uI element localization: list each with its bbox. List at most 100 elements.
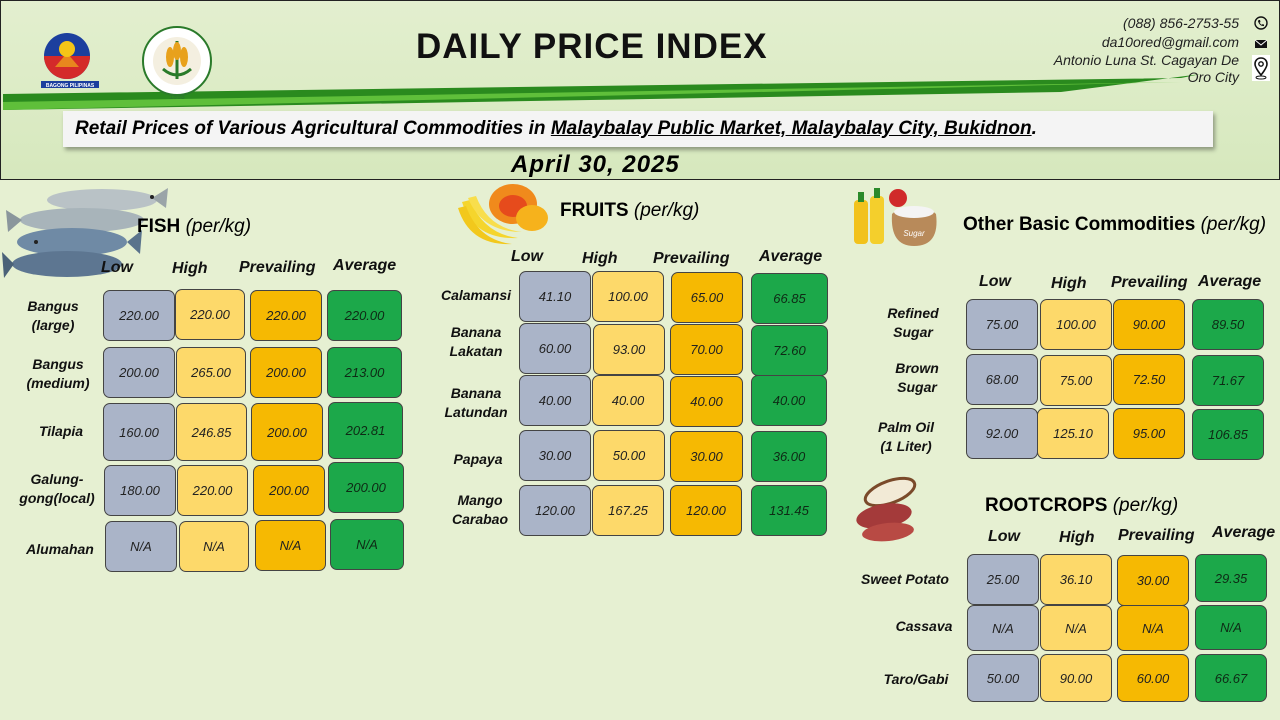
banner-location: Malaybalay Public Market, Malaybalay Cit…: [550, 118, 1032, 139]
fish-row-label: Bangus (medium): [14, 355, 102, 393]
fruits-prev-cell: 30.00: [670, 431, 743, 482]
rootcrops-row-label-line1: Cassava: [895, 618, 953, 634]
rootcrops-prev-cell: 60.00: [1117, 654, 1189, 702]
fish-row-label-line1: Galung-: [30, 471, 84, 487]
svg-text:Sugar: Sugar: [903, 229, 925, 238]
fish-section-title: FISH (per/kg): [137, 216, 251, 238]
contact-phone: (088) 856-2753-55: [1123, 15, 1239, 31]
fish-low-cell: 200.00: [103, 347, 175, 398]
page-title: DAILY PRICE INDEX: [416, 27, 768, 66]
fruits-row-label-line1: Mango: [457, 492, 503, 508]
contact-address-line2: Oro City: [1187, 69, 1239, 85]
basic-high-cell: 75.00: [1040, 355, 1112, 406]
report-date: April 30, 2025: [511, 151, 680, 178]
fish-row-label-line1: Bangus: [27, 298, 79, 314]
basic-prev-cell: 72.50: [1113, 354, 1185, 405]
basic-low-cell: 92.00: [966, 408, 1038, 459]
fish-row-label: Galung-gong(local): [12, 470, 102, 508]
basic-unit: (per/kg): [1200, 214, 1267, 235]
fish-row-label-line1: Tilapia: [38, 423, 84, 439]
rootcrops-prev-cell: 30.00: [1117, 555, 1189, 606]
rootcrops-low-cell: 25.00: [967, 554, 1039, 605]
fish-avg-cell: 202.81: [328, 402, 403, 459]
fish-high-cell: 265.00: [176, 347, 246, 398]
fruits-avg-cell: 40.00: [751, 375, 827, 426]
fish-avg-cell: 200.00: [328, 462, 404, 513]
rootcrops-low-cell: 50.00: [967, 654, 1039, 702]
rootcrops-col-prevailing: Prevailing: [1118, 527, 1195, 544]
basic-commodities-image: Sugar: [854, 188, 937, 246]
fish-high-cell: 220.00: [177, 465, 248, 516]
fish-high-cell: 246.85: [176, 403, 247, 461]
fish-prev-cell: N/A: [255, 520, 326, 571]
bagong-pilipinas-logo: BAGONG PILIPINAS: [37, 27, 101, 89]
fish-avg-cell: 213.00: [327, 347, 402, 398]
fish-image: [2, 188, 168, 278]
fruits-row-label-line1: Banana: [450, 324, 502, 340]
fish-col-low: Low: [101, 259, 133, 276]
rootcrops-col-low: Low: [988, 528, 1020, 545]
fruits-col-prevailing: Prevailing: [653, 250, 730, 267]
fruits-low-cell: 41.10: [519, 271, 591, 322]
basic-avg-cell: 106.85: [1192, 409, 1264, 460]
fish-prev-cell: 200.00: [250, 347, 322, 398]
fruits-row-label-line2: Latundan: [444, 404, 508, 420]
basic-col-low: Low: [979, 273, 1011, 290]
rootcrops-low-cell: N/A: [967, 605, 1039, 651]
rootcrops-row-label: Cassava: [880, 617, 968, 636]
fruits-unit: (per/kg): [633, 200, 700, 221]
rootcrops-avg-cell: 29.35: [1195, 554, 1267, 602]
fish-high-cell: N/A: [179, 521, 249, 572]
basic-prev-cell: 95.00: [1113, 408, 1185, 459]
phone-icon: [1254, 16, 1268, 30]
basic-row-label-line1: Palm Oil: [877, 419, 935, 435]
basic-col-average: Average: [1198, 273, 1262, 290]
basic-row-label-line2: Sugar: [897, 379, 937, 395]
fish-title: FISH: [137, 216, 181, 237]
rootcrops-col-high: High: [1059, 529, 1095, 546]
department-of-agriculture-logo: 1898: [137, 23, 217, 103]
fish-col-high: High: [172, 260, 208, 277]
basic-low-cell: 68.00: [966, 354, 1038, 405]
basic-low-cell: 75.00: [966, 299, 1038, 350]
fruits-row-label-line2: Lakatan: [449, 343, 503, 359]
location-pin-icon: [1252, 55, 1270, 81]
fruits-prev-cell: 65.00: [671, 272, 743, 323]
basic-row-label-line1: Brown: [895, 360, 939, 376]
fruits-row-label: Papaya: [438, 450, 518, 469]
fruits-high-cell: 167.25: [592, 485, 664, 536]
fruits-prev-cell: 120.00: [670, 485, 742, 536]
banner-suffix: .: [1031, 118, 1037, 139]
green-swoosh-graphic: [3, 74, 1201, 110]
fruits-title: FRUITS: [560, 200, 629, 221]
fish-col-prevailing: Prevailing: [239, 259, 316, 276]
rootcrops-image: [856, 476, 917, 542]
fish-low-cell: N/A: [105, 521, 177, 572]
subtitle-banner: Retail Prices of Various Agricultural Co…: [63, 111, 1213, 147]
rootcrops-high-cell: N/A: [1040, 605, 1112, 651]
fish-avg-cell: 220.00: [327, 290, 402, 341]
fruits-row-label-line1: Papaya: [453, 451, 503, 467]
fruits-row-label-line1: Banana: [450, 385, 502, 401]
fruits-avg-cell: 66.85: [751, 273, 828, 324]
fish-row-label: Alumahan: [20, 540, 100, 559]
rootcrops-row-label-line1: Sweet Potato: [861, 571, 949, 587]
rootcrops-col-average: Average: [1212, 524, 1276, 541]
fish-prev-cell: 200.00: [251, 403, 323, 461]
fish-prev-cell: 220.00: [250, 290, 322, 341]
rootcrops-high-cell: 36.10: [1040, 554, 1112, 605]
rootcrops-row-label-line1: Taro/Gabi: [883, 671, 949, 687]
fish-unit: (per/kg): [185, 216, 252, 237]
fruits-col-high: High: [582, 250, 618, 267]
bagong-logo-text: BAGONG PILIPINAS: [46, 83, 95, 89]
basic-col-prevailing: Prevailing: [1111, 274, 1188, 291]
fruits-avg-cell: 72.60: [751, 325, 828, 376]
basic-high-cell: 100.00: [1040, 299, 1112, 350]
contact-email: da10ored@gmail.com: [1101, 34, 1239, 50]
fish-col-average: Average: [333, 257, 397, 274]
fish-low-cell: 180.00: [104, 465, 176, 516]
fruits-low-cell: 40.00: [519, 375, 591, 426]
fruits-row-label: Banana Lakatan: [436, 323, 516, 361]
fish-row-label-line2: (medium): [26, 375, 90, 391]
fruits-high-cell: 50.00: [593, 430, 665, 481]
